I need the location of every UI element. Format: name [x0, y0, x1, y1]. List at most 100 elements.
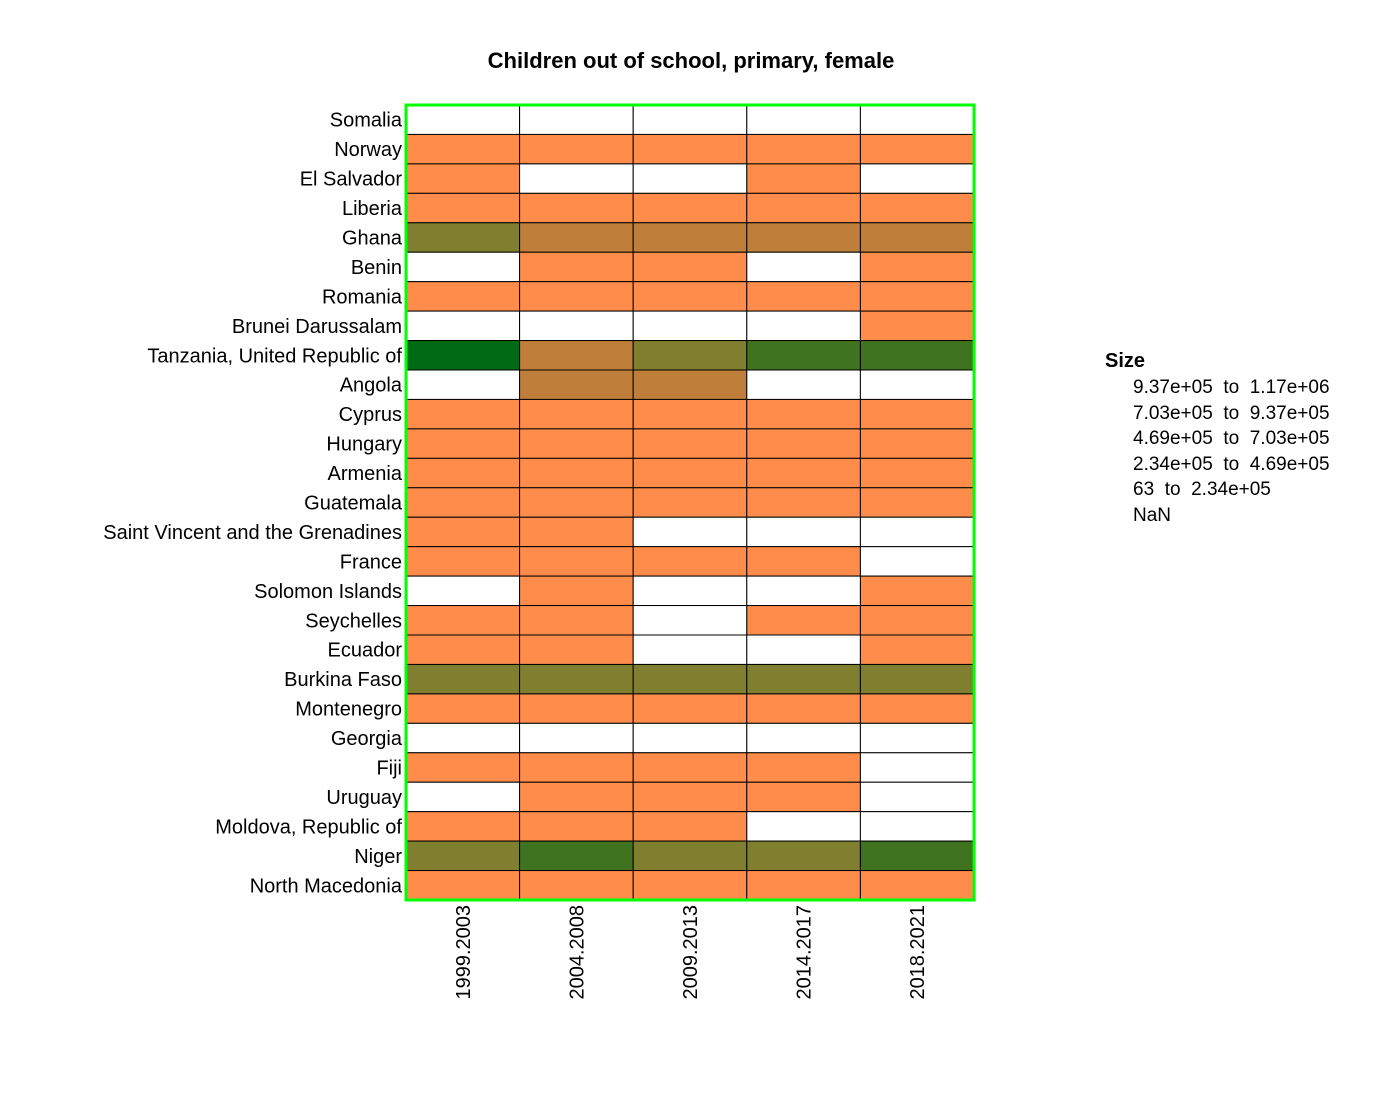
heatmap-cell — [859, 546, 975, 577]
heatmap-cell — [405, 693, 521, 724]
heatmap-cell — [746, 310, 861, 342]
row-label: Hungary — [326, 434, 402, 456]
heatmap-cell — [746, 369, 861, 400]
row-label: Liberia — [342, 198, 403, 220]
column-label: 2004.2008 — [566, 905, 588, 1000]
heatmap-cell — [405, 398, 521, 430]
heatmap-cell — [859, 781, 975, 813]
heatmap-cell — [632, 634, 748, 665]
row-label: Moldova, Republic of — [215, 816, 402, 838]
heatmap-cell — [859, 163, 975, 194]
heatmap-cell — [405, 310, 521, 342]
legend-item: NaN — [1133, 504, 1172, 526]
legend-item: 2.34e+05 to 4.69e+05 — [1133, 453, 1330, 475]
row-label: Seychelles — [305, 610, 402, 632]
heatmap-cell — [859, 487, 975, 518]
heatmap-cell — [405, 781, 521, 813]
heatmap-cell — [746, 605, 861, 636]
heatmap-cell — [746, 546, 861, 577]
heatmap-cell — [746, 663, 861, 695]
heatmap-cell — [632, 516, 748, 548]
plot-frame — [404, 103, 976, 902]
heatmap-cell — [746, 163, 861, 194]
heatmap-cell — [519, 133, 634, 165]
heatmap-cell — [519, 398, 634, 430]
heatmap-cell — [632, 870, 748, 901]
heatmap-cell — [519, 369, 634, 400]
heatmap-cell — [859, 104, 975, 135]
heatmap-cell — [859, 634, 975, 665]
heatmap-cell — [746, 752, 861, 783]
heatmap-cell — [519, 340, 634, 371]
heatmap-cell — [519, 663, 634, 695]
row-label: Ghana — [342, 228, 403, 250]
heatmap-cell — [746, 457, 861, 489]
legend-items: 9.37e+05 to 1.17e+06 7.03e+05 to 9.37e+05… — [1105, 375, 1330, 529]
heatmap-cell — [519, 840, 634, 872]
heatmap-cell — [859, 840, 975, 872]
heatmap-cell — [632, 693, 748, 724]
row-label: Fiji — [376, 758, 402, 780]
heatmap-cell — [859, 192, 975, 224]
heatmap-cell — [859, 457, 975, 489]
heatmap-cell — [632, 428, 748, 459]
heatmap-cell — [746, 634, 861, 665]
heatmap-cell — [632, 781, 748, 813]
heatmap-cell — [632, 281, 748, 312]
heatmap-cell — [405, 487, 521, 518]
heatmap-cell — [746, 340, 861, 371]
heatmap-cell — [859, 870, 975, 901]
heatmap-cell — [405, 251, 521, 283]
legend: Size 9.37e+05 to 1.17e+06 7.03e+05 to 9.3… — [1105, 350, 1330, 529]
heatmap-cell — [519, 811, 634, 842]
heatmap-cell — [519, 281, 634, 312]
heatmap-cell — [859, 398, 975, 430]
heatmap-cell — [405, 605, 521, 636]
heatmap-cell — [405, 575, 521, 607]
heatmap-cell — [519, 251, 634, 283]
heatmap-cell — [632, 722, 748, 754]
heatmap-cell — [405, 340, 521, 371]
heatmap-cell — [859, 663, 975, 695]
row-label: Romania — [322, 286, 403, 308]
heatmap-cell — [519, 222, 634, 253]
heatmap-cell — [859, 722, 975, 754]
heatmap-cell — [746, 575, 861, 607]
heatmap-cell — [632, 133, 748, 165]
heatmap-cell — [632, 163, 748, 194]
heatmap-cell — [405, 369, 521, 400]
heatmap-cell — [405, 634, 521, 665]
heatmap-cell — [746, 251, 861, 283]
heatmap-cell — [405, 428, 521, 459]
heatmap-cell — [632, 575, 748, 607]
row-label: Armenia — [328, 463, 403, 485]
heatmap-cell — [859, 811, 975, 842]
row-label: Guatemala — [304, 493, 403, 515]
heatmap-cell — [405, 281, 521, 312]
heatmap-cell — [746, 281, 861, 312]
heatmap-cell — [859, 605, 975, 636]
heatmap-cell — [746, 722, 861, 754]
column-label: 2014.2017 — [794, 905, 816, 1000]
heatmap-cell — [632, 840, 748, 872]
row-label: North Macedonia — [250, 875, 403, 897]
heatmap-cell — [632, 811, 748, 842]
heatmap-cell — [746, 693, 861, 724]
row-label: Somalia — [330, 110, 403, 132]
row-label: Niger — [354, 846, 402, 868]
heatmap-cell — [632, 605, 748, 636]
heatmap-cell — [859, 369, 975, 400]
heatmap-cell — [632, 663, 748, 695]
row-label: Tanzania, United Republic of — [147, 345, 402, 367]
heatmap-cell — [632, 192, 748, 224]
row-label: Norway — [334, 139, 402, 161]
heatmap-cell — [746, 398, 861, 430]
row-label: Georgia — [331, 728, 403, 750]
legend-item: 63 to 2.34e+05 — [1133, 479, 1271, 501]
heatmap-cell — [519, 575, 634, 607]
heatmap-cell — [746, 870, 861, 901]
legend-item: 7.03e+05 to 9.37e+05 — [1133, 402, 1330, 424]
heatmap-cell — [746, 428, 861, 459]
heatmap-cell — [746, 840, 861, 872]
heatmap-cell — [632, 222, 748, 253]
